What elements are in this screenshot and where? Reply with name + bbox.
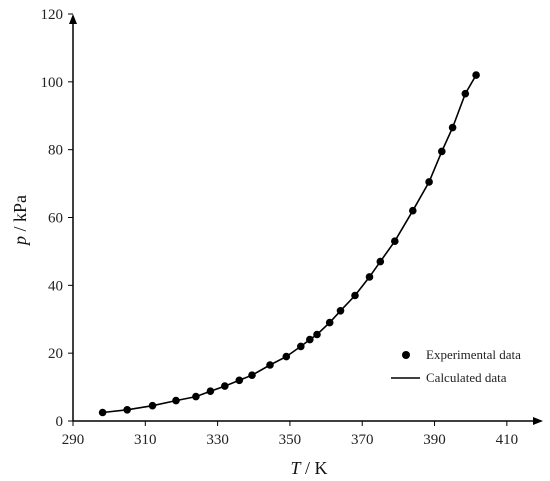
x-tick-label: 350 bbox=[279, 432, 302, 448]
experimental-data-point bbox=[206, 387, 215, 396]
experimental-data-point bbox=[98, 408, 107, 417]
experimental-data-points bbox=[98, 71, 480, 417]
y-tick-label: 40 bbox=[48, 278, 63, 294]
x-tick-label: 290 bbox=[62, 432, 85, 448]
experimental-data-point bbox=[336, 307, 345, 315]
experimental-data-point bbox=[313, 330, 321, 339]
x-ticks: 290 310 330 350 370 390 410 bbox=[62, 421, 518, 448]
x-tick-label: 310 bbox=[134, 432, 157, 448]
x-tick-label: 370 bbox=[351, 432, 374, 448]
y-tick-label: 120 bbox=[41, 7, 64, 23]
y-tick-label: 100 bbox=[41, 75, 64, 91]
y-tick-label: 80 bbox=[48, 143, 63, 159]
experimental-data-point bbox=[365, 273, 374, 281]
experimental-data-point bbox=[409, 206, 417, 215]
legend-label-experimental: Experimental data bbox=[426, 347, 521, 362]
y-axis-title: p / kPa bbox=[10, 195, 30, 247]
experimental-data-point bbox=[148, 401, 157, 410]
experimental-data-point bbox=[282, 352, 291, 361]
experimental-data-point bbox=[123, 406, 131, 414]
experimental-data-point bbox=[351, 291, 359, 300]
experimental-data-point bbox=[448, 123, 457, 132]
experimental-data-point bbox=[472, 71, 480, 79]
experimental-data-point bbox=[425, 178, 433, 186]
y-tick-label: 0 bbox=[56, 414, 64, 430]
experimental-data-point bbox=[297, 342, 305, 351]
experimental-data-point bbox=[248, 371, 256, 380]
axes bbox=[69, 14, 543, 425]
calculated-data-curve bbox=[102, 74, 477, 414]
y-tick-label: 20 bbox=[48, 346, 63, 362]
experimental-data-point bbox=[172, 396, 180, 405]
experimental-data-point bbox=[325, 318, 334, 327]
y-tick-label: 60 bbox=[48, 211, 63, 227]
experimental-data-point bbox=[235, 376, 244, 385]
experimental-data-point bbox=[266, 361, 274, 369]
experimental-data-point bbox=[306, 335, 314, 344]
x-axis-arrow bbox=[533, 417, 543, 425]
experimental-data-point bbox=[461, 89, 470, 98]
x-tick-label: 330 bbox=[206, 432, 229, 448]
x-axis-title: T / K bbox=[290, 458, 327, 478]
experimental-data-point bbox=[192, 392, 200, 401]
legend: Experimental data Calculated data bbox=[391, 347, 521, 385]
experimental-data-point bbox=[438, 147, 446, 156]
calculated-data-line bbox=[102, 74, 477, 414]
legend-marker-experimental bbox=[402, 351, 410, 359]
y-axis-arrow bbox=[69, 14, 77, 24]
experimental-data-point bbox=[376, 257, 385, 266]
y-ticks: 0 20 40 60 80 100 120 bbox=[41, 7, 73, 430]
x-tick-label: 410 bbox=[496, 432, 519, 448]
experimental-data-point bbox=[221, 382, 229, 390]
x-tick-label: 390 bbox=[423, 432, 446, 448]
experimental-data-point bbox=[391, 237, 399, 245]
legend-label-calculated: Calculated data bbox=[426, 370, 507, 385]
